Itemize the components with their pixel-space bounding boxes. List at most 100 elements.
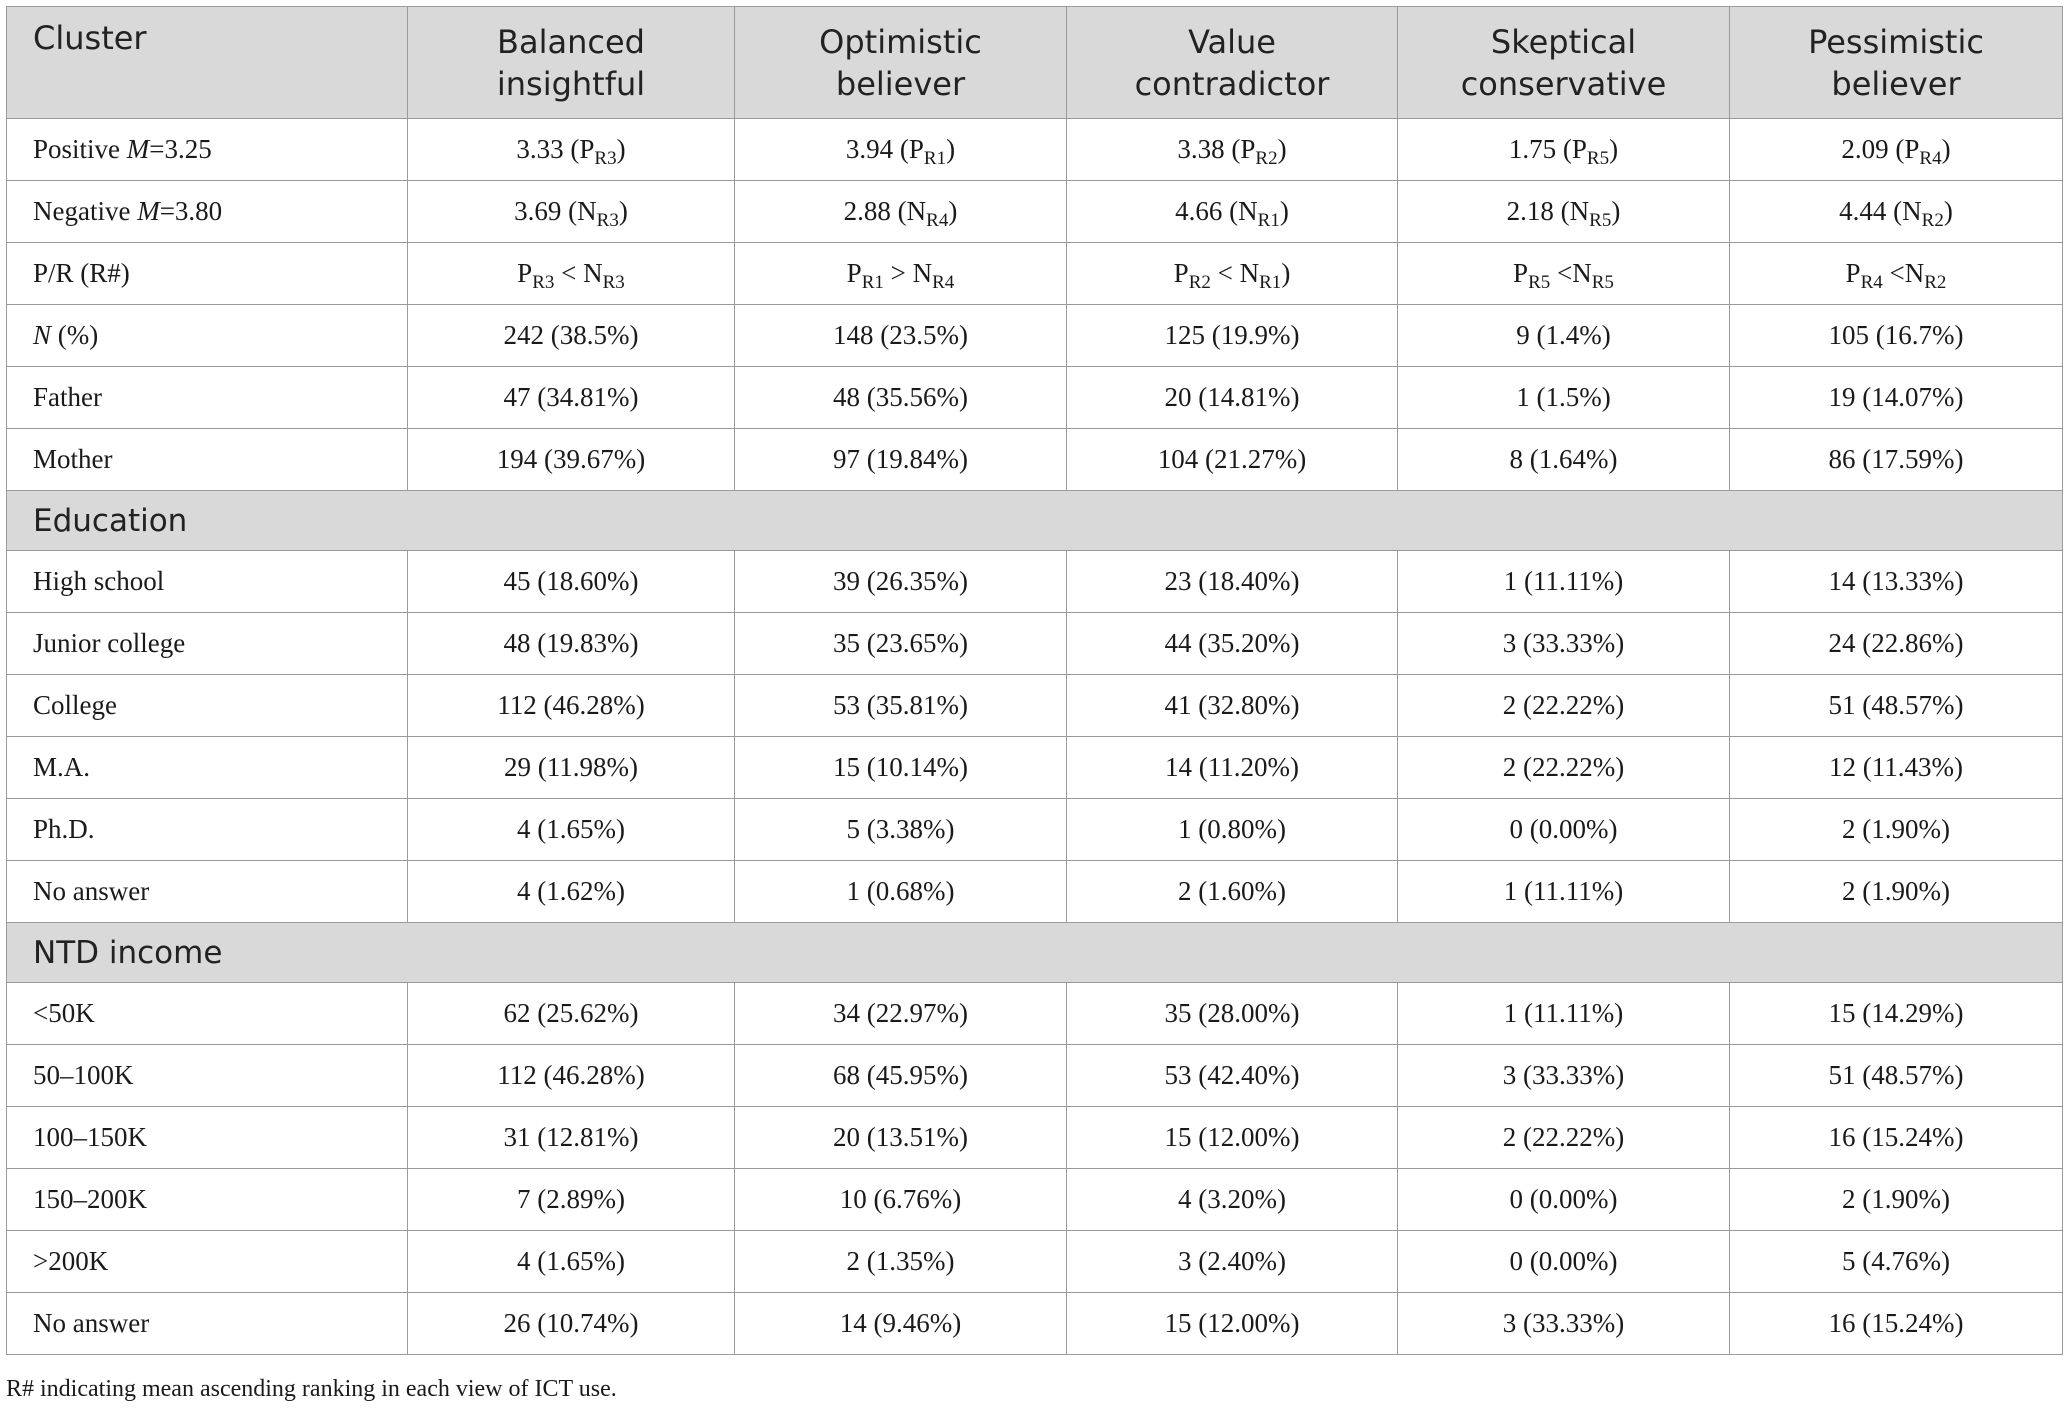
row-label: College xyxy=(6,674,408,737)
table-cell: PR1 > NR4 xyxy=(734,242,1067,305)
row-label: 150–200K xyxy=(6,1168,408,1231)
table-row: M.A. 29 (11.98%) 15 (10.14%) 14 (11.20%) 2 (… xyxy=(6,736,2063,799)
table-row: Mother 194 (39.67%) 97 (19.84%) 104 (21.27%… xyxy=(6,428,2063,491)
table-cell: 26 (10.74%) xyxy=(407,1292,735,1355)
table-cell: 97 (19.84%) xyxy=(734,428,1067,491)
table-cell: 31 (12.81%) xyxy=(407,1106,735,1169)
table-cell: 8 (1.64%) xyxy=(1397,428,1730,491)
table-cell: 1 (0.68%) xyxy=(734,860,1067,923)
table-row: Negative M=3.80 3.69 (NR3) 2.88 (NR4) 4.66 … xyxy=(6,180,2063,243)
table-cell: 2 (1.90%) xyxy=(1729,860,2063,923)
row-label: Mother xyxy=(6,428,408,491)
table-cell: 125 (19.9%) xyxy=(1066,304,1398,367)
table-cell: 14 (11.20%) xyxy=(1066,736,1398,799)
income-section-header: NTD income xyxy=(6,922,2063,983)
table-cell: 1 (1.5%) xyxy=(1397,366,1730,429)
table-cell: 242 (38.5%) xyxy=(407,304,735,367)
table-cell: 1 (0.80%) xyxy=(1066,798,1398,861)
row-label: <50K xyxy=(6,982,408,1045)
header-cluster: Cluster xyxy=(6,6,408,119)
table-cell: 4 (3.20%) xyxy=(1066,1168,1398,1231)
table-cell: 12 (11.43%) xyxy=(1729,736,2063,799)
table-cell: 3.69 (NR3) xyxy=(407,180,735,243)
table-cell: 15 (10.14%) xyxy=(734,736,1067,799)
table-cell: 5 (4.76%) xyxy=(1729,1230,2063,1293)
table-cell: 14 (13.33%) xyxy=(1729,550,2063,613)
table-cell: 24 (22.86%) xyxy=(1729,612,2063,675)
table-cell: 3.33 (PR3) xyxy=(407,118,735,181)
header-optimistic-believer: Optimistic believer xyxy=(734,6,1067,119)
table-cell: 15 (14.29%) xyxy=(1729,982,2063,1045)
row-label: >200K xyxy=(6,1230,408,1293)
table-cell: 39 (26.35%) xyxy=(734,550,1067,613)
table-footnote: R# indicating mean ascending ranking in … xyxy=(6,1376,617,1402)
header-row: Cluster Balanced insightful Optimistic bel… xyxy=(6,6,2063,119)
header-skeptical-conservative: Skeptical conservative xyxy=(1397,6,1730,119)
table-cell: 1 (11.11%) xyxy=(1397,982,1730,1045)
table-cell: 20 (14.81%) xyxy=(1066,366,1398,429)
income-section-title: NTD income xyxy=(6,922,2063,983)
table-cell: 3.94 (PR1) xyxy=(734,118,1067,181)
table-row: <50K 62 (25.62%) 34 (22.97%) 35 (28.00%) 1 (… xyxy=(6,982,2063,1045)
table-cell: 53 (42.40%) xyxy=(1066,1044,1398,1107)
row-label: Father xyxy=(6,366,408,429)
header-pessimistic-believer: Pessimistic believer xyxy=(1729,6,2063,119)
table-cell: 48 (19.83%) xyxy=(407,612,735,675)
table-cell: 35 (23.65%) xyxy=(734,612,1067,675)
table-cell: 20 (13.51%) xyxy=(734,1106,1067,1169)
header-balanced-insightful: Balanced insightful xyxy=(407,6,735,119)
education-section-title: Education xyxy=(6,490,2063,551)
table-row: Ph.D. 4 (1.65%) 5 (3.38%) 1 (0.80%) 0 (0.00%… xyxy=(6,798,2063,861)
table-cell: 0 (0.00%) xyxy=(1397,1168,1730,1231)
table-cell: 1.75 (PR5) xyxy=(1397,118,1730,181)
table-cell: 2 (1.60%) xyxy=(1066,860,1398,923)
table-cell: 10 (6.76%) xyxy=(734,1168,1067,1231)
table-cell: 9 (1.4%) xyxy=(1397,304,1730,367)
table-cell: PR5 <NR5 xyxy=(1397,242,1730,305)
table-cell: 41 (32.80%) xyxy=(1066,674,1398,737)
table-cell: 2 (22.22%) xyxy=(1397,1106,1730,1169)
row-label: Positive M=3.25 xyxy=(6,118,408,181)
row-label: M.A. xyxy=(6,736,408,799)
table-cell: 5 (3.38%) xyxy=(734,798,1067,861)
table-row: No answer 4 (1.62%) 1 (0.68%) 2 (1.60%) 1 (1… xyxy=(6,860,2063,923)
row-label: P/R (R#) xyxy=(6,242,408,305)
table-cell: 112 (46.28%) xyxy=(407,674,735,737)
table-cell: 104 (21.27%) xyxy=(1066,428,1398,491)
table-cell: 53 (35.81%) xyxy=(734,674,1067,737)
education-section-header: Education xyxy=(6,490,2063,551)
row-label: Ph.D. xyxy=(6,798,408,861)
table-row: N (%) 242 (38.5%) 148 (23.5%) 125 (19.9%) 9 … xyxy=(6,304,2063,367)
table-cell: 29 (11.98%) xyxy=(407,736,735,799)
table-cell: 3 (2.40%) xyxy=(1066,1230,1398,1293)
table-cell: 3.38 (PR2) xyxy=(1066,118,1398,181)
table-cell: 0 (0.00%) xyxy=(1397,798,1730,861)
table-cell: 3 (33.33%) xyxy=(1397,1292,1730,1355)
header-value-contradictor: Value contradictor xyxy=(1066,6,1398,119)
table-cell: 23 (18.40%) xyxy=(1066,550,1398,613)
row-label: 100–150K xyxy=(6,1106,408,1169)
table-cell: 2.18 (NR5) xyxy=(1397,180,1730,243)
table-row: >200K 4 (1.65%) 2 (1.35%) 3 (2.40%) 0 (0.00%… xyxy=(6,1230,2063,1293)
table-cell: 47 (34.81%) xyxy=(407,366,735,429)
table-cell: 62 (25.62%) xyxy=(407,982,735,1045)
table-cell: 148 (23.5%) xyxy=(734,304,1067,367)
table-cell: 16 (15.24%) xyxy=(1729,1106,2063,1169)
table-cell: 35 (28.00%) xyxy=(1066,982,1398,1045)
table-cell: 3 (33.33%) xyxy=(1397,1044,1730,1107)
cluster-table: Cluster Balanced insightful Optimistic bel… xyxy=(6,6,2063,1355)
table-cell: 44 (35.20%) xyxy=(1066,612,1398,675)
table-cell: 2 (1.90%) xyxy=(1729,1168,2063,1231)
table-cell: 4 (1.65%) xyxy=(407,798,735,861)
table-cell: 2.88 (NR4) xyxy=(734,180,1067,243)
table-row: Junior college 48 (19.83%) 35 (23.65%) 44 (… xyxy=(6,612,2063,675)
table-cell: 3 (33.33%) xyxy=(1397,612,1730,675)
table-cell: 112 (46.28%) xyxy=(407,1044,735,1107)
table-row: P/R (R#) PR3 < NR3 PR1 > NR4 PR2 < NR1) PR5 … xyxy=(6,242,2063,305)
table-row: 100–150K 31 (12.81%) 20 (13.51%) 15 (12.00%… xyxy=(6,1106,2063,1169)
table-cell: 105 (16.7%) xyxy=(1729,304,2063,367)
table-cell: 14 (9.46%) xyxy=(734,1292,1067,1355)
table-row: Father 47 (34.81%) 48 (35.56%) 20 (14.81%) 1… xyxy=(6,366,2063,429)
table-row: 150–200K 7 (2.89%) 10 (6.76%) 4 (3.20%) 0 (0… xyxy=(6,1168,2063,1231)
table-cell: 2.09 (PR4) xyxy=(1729,118,2063,181)
